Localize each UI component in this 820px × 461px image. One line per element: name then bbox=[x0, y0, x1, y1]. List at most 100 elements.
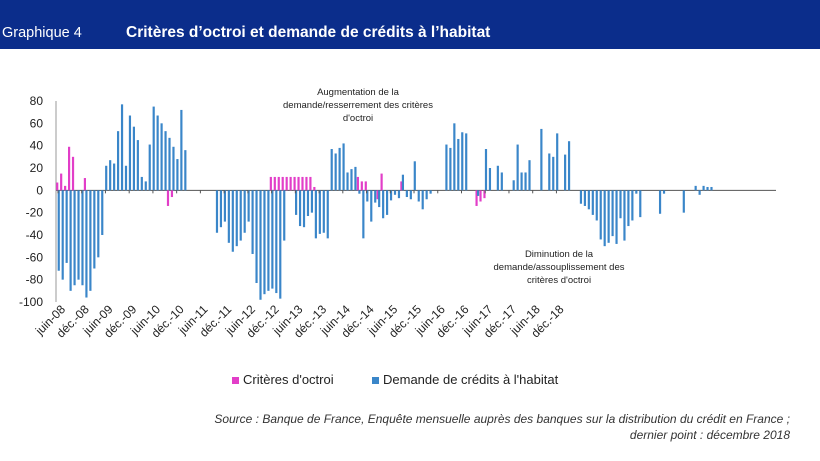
y-tick-label: 60 bbox=[30, 116, 44, 130]
annotation-top-line-2: demande/resserrement des critères bbox=[283, 100, 433, 111]
demand-bar bbox=[548, 153, 551, 191]
demand-bar bbox=[322, 190, 325, 233]
demand-bar bbox=[556, 133, 559, 191]
demand-bar bbox=[540, 128, 543, 191]
demand-bar bbox=[401, 174, 405, 191]
legend-item-demand: Demande de crédits à l'habitat bbox=[372, 372, 558, 387]
demand-bar bbox=[338, 147, 341, 191]
demand-bar bbox=[461, 132, 464, 191]
demand-bar bbox=[227, 190, 230, 243]
demand-bar bbox=[184, 150, 187, 191]
legend-swatch-demand bbox=[372, 377, 379, 384]
demand-bar bbox=[342, 143, 345, 191]
demand-bar bbox=[658, 190, 662, 214]
criteria-bar bbox=[68, 146, 71, 191]
annotation-bottom-line-3: critères d'octroi bbox=[527, 275, 591, 286]
demand-bar bbox=[105, 165, 108, 191]
demand-bar bbox=[457, 138, 460, 191]
y-tick-label: -60 bbox=[26, 250, 44, 264]
criteria-bar bbox=[301, 176, 304, 191]
demand-bar bbox=[579, 190, 583, 204]
criteria-bar bbox=[56, 182, 59, 191]
criteria-bar bbox=[166, 190, 170, 206]
demand-bar bbox=[346, 172, 349, 191]
source-line-1: Source : Banque de France, Enquête mensu… bbox=[214, 412, 790, 426]
demand-bar bbox=[302, 190, 306, 228]
criteria-bar bbox=[269, 176, 272, 191]
demand-bar bbox=[275, 190, 278, 294]
demand-bar bbox=[512, 180, 515, 191]
criteria-bar bbox=[64, 185, 67, 191]
source-line-2: dernier point : décembre 2018 bbox=[629, 428, 790, 442]
demand-bar bbox=[144, 181, 147, 191]
criteria-bar bbox=[475, 190, 478, 206]
demand-bar bbox=[591, 190, 594, 215]
demand-bar bbox=[113, 163, 116, 191]
demand-bar bbox=[370, 190, 373, 222]
criteria-bar bbox=[297, 176, 300, 191]
annotation-top-line-3: d'octroi bbox=[343, 113, 373, 124]
demand-bar bbox=[627, 190, 630, 227]
demand-bar bbox=[362, 190, 365, 239]
criteria-bar bbox=[479, 190, 482, 202]
criteria-bar bbox=[309, 176, 312, 191]
demand-bar bbox=[698, 190, 701, 195]
demand-bar bbox=[389, 190, 393, 201]
demand-bar bbox=[81, 190, 84, 286]
demand-bar bbox=[310, 190, 314, 213]
criteria-bar bbox=[71, 156, 75, 191]
demand-bar bbox=[635, 190, 638, 194]
demand-bar bbox=[120, 104, 124, 191]
criteria-bar bbox=[313, 186, 316, 191]
demand-bar bbox=[334, 153, 337, 191]
demand-bar bbox=[279, 190, 282, 299]
demand-bar bbox=[405, 190, 408, 198]
demand-bar bbox=[73, 190, 76, 286]
legend-label-criteria: Critères d'octroi bbox=[243, 372, 334, 387]
demand-bar bbox=[176, 159, 179, 191]
criteria-bar bbox=[376, 190, 379, 200]
demand-bar bbox=[298, 190, 302, 227]
figure-number: Graphique 4 bbox=[2, 25, 82, 41]
demand-bar bbox=[215, 190, 219, 233]
demand-bar bbox=[583, 190, 586, 206]
demand-bar bbox=[382, 190, 385, 219]
demand-bar bbox=[231, 190, 234, 252]
demand-bar bbox=[77, 190, 80, 280]
demand-bar bbox=[552, 156, 555, 191]
demand-bar bbox=[295, 190, 298, 215]
demand-bar bbox=[587, 190, 590, 210]
demand-bar bbox=[101, 190, 104, 235]
demand-bar bbox=[136, 140, 139, 191]
y-tick-label: -40 bbox=[26, 228, 44, 242]
demand-bar bbox=[259, 190, 262, 300]
demand-bar bbox=[124, 165, 128, 191]
demand-bar bbox=[219, 190, 223, 228]
chart-header: Graphique 4 Critères d’octroi et demande… bbox=[0, 0, 820, 49]
demand-bar bbox=[61, 190, 64, 280]
tick-labels-layer: 806040200-20-40-60-80-100juin-08déc.-08j… bbox=[19, 94, 567, 340]
demand-bar bbox=[496, 165, 499, 191]
demand-bar bbox=[314, 190, 317, 239]
criteria-bar bbox=[277, 176, 280, 191]
criteria-bar bbox=[360, 181, 363, 191]
demand-bar bbox=[615, 190, 618, 244]
demand-bar bbox=[330, 149, 333, 191]
demand-bar bbox=[425, 190, 428, 200]
criteria-bar bbox=[285, 176, 288, 191]
demand-bar bbox=[223, 190, 226, 222]
demand-bar bbox=[109, 160, 112, 191]
demand-bar bbox=[682, 190, 685, 213]
criteria-bar bbox=[170, 190, 174, 198]
legend-item-criteria: Critères d'octroi bbox=[232, 372, 334, 387]
demand-bar bbox=[140, 176, 143, 191]
demand-bar bbox=[89, 190, 92, 291]
demand-bar bbox=[116, 131, 120, 191]
demand-bar bbox=[152, 106, 155, 191]
demand-bar bbox=[445, 144, 448, 191]
demand-bar bbox=[128, 115, 132, 191]
demand-bar bbox=[156, 115, 159, 191]
demand-bar bbox=[639, 190, 642, 218]
demand-bar bbox=[57, 190, 60, 271]
demand-bar bbox=[453, 123, 456, 191]
